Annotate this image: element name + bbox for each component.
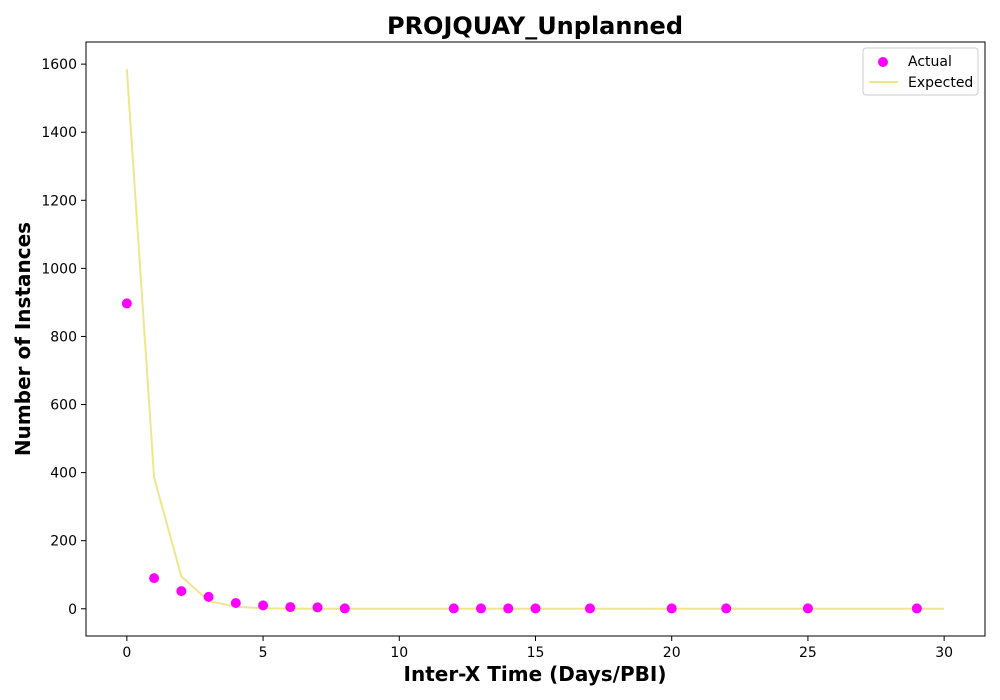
y-tick-label: 800 bbox=[50, 329, 77, 345]
y-tick-label: 1400 bbox=[41, 125, 77, 141]
legend-box bbox=[862, 47, 979, 96]
x-tick-label: 0 bbox=[122, 645, 131, 661]
actual-point bbox=[476, 603, 487, 614]
actual-point bbox=[339, 603, 350, 614]
legend-actual-label: Actual bbox=[908, 54, 952, 70]
y-tick-label: 1200 bbox=[41, 193, 77, 209]
actual-point bbox=[911, 603, 922, 614]
actual-point bbox=[448, 603, 459, 614]
legend: Actual Expected bbox=[862, 47, 979, 96]
actual-point bbox=[530, 603, 541, 614]
actual-point bbox=[176, 586, 187, 597]
x-axis-label: Inter-X Time (Days/PBI) bbox=[404, 662, 667, 686]
chart-title: PROJQUAY_Unplanned bbox=[387, 12, 683, 40]
y-tick-label: 600 bbox=[50, 398, 77, 414]
legend-actual-marker bbox=[878, 57, 888, 67]
plot-frame bbox=[85, 41, 986, 637]
x-tick-label: 10 bbox=[390, 645, 408, 661]
y-tick-label: 0 bbox=[68, 602, 77, 618]
actual-point bbox=[149, 573, 160, 584]
legend-expected-label: Expected bbox=[908, 75, 973, 91]
actual-point bbox=[721, 603, 732, 614]
x-tick-label: 15 bbox=[527, 645, 545, 661]
actual-point bbox=[666, 603, 677, 614]
actual-point bbox=[584, 603, 595, 614]
actual-point bbox=[802, 603, 813, 614]
x-tick-label: 25 bbox=[799, 645, 817, 661]
actual-point bbox=[121, 298, 132, 309]
y-tick-label: 1600 bbox=[41, 57, 77, 73]
actual-point bbox=[258, 600, 269, 611]
actual-point bbox=[503, 603, 514, 614]
actual-point bbox=[312, 602, 323, 613]
y-tick-label: 400 bbox=[50, 466, 77, 482]
y-tick-label: 200 bbox=[50, 534, 77, 550]
y-axis-label: Number of Instances bbox=[11, 222, 35, 456]
expected-line bbox=[125, 69, 945, 610]
actual-point bbox=[203, 591, 214, 602]
x-tick-label: 20 bbox=[663, 645, 681, 661]
actual-point bbox=[230, 597, 241, 608]
x-tick-label: 30 bbox=[935, 645, 953, 661]
y-tick-label: 1000 bbox=[41, 261, 77, 277]
actual-point bbox=[285, 602, 296, 613]
x-tick-label: 5 bbox=[259, 645, 268, 661]
